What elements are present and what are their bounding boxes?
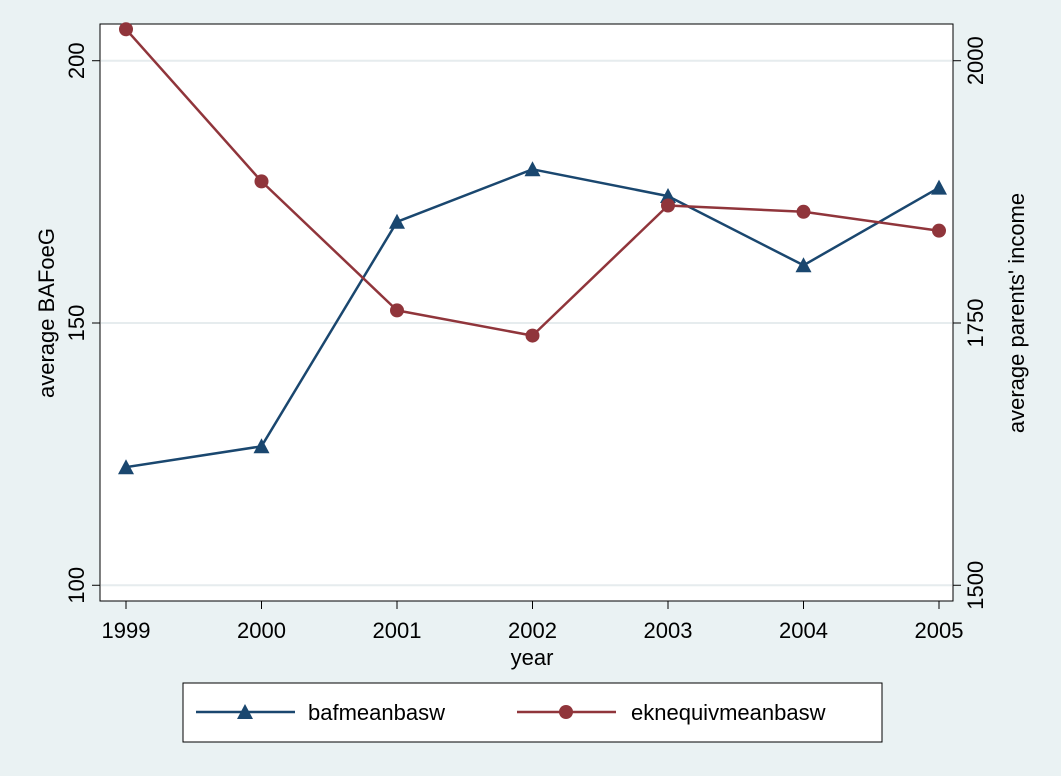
x-axis-title: year <box>511 645 554 670</box>
x-tick-label: 2003 <box>644 618 693 643</box>
axis-layer: 100 150 200 1500 1750 2000 1999 2000 2001 2002 200… <box>64 36 988 643</box>
data-point-eknequivmeanbasw <box>661 198 675 213</box>
series-layer <box>118 22 947 475</box>
x-tick-label: 2002 <box>508 618 557 643</box>
data-point-bafmeanbasw <box>253 438 270 454</box>
data-point-bafmeanbasw <box>795 257 812 273</box>
legend-label-bafmeanbasw: bafmeanbasw <box>308 700 445 725</box>
data-point-bafmeanbasw <box>118 459 134 475</box>
data-point-bafmeanbasw <box>524 161 541 177</box>
legend-marker-triangle-icon <box>237 704 253 719</box>
x-tick-label: 2004 <box>779 618 828 643</box>
x-tick-label: 2005 <box>915 618 964 643</box>
y-right-tick-label: 1500 <box>963 561 988 610</box>
y-axis-right-title: average parents' income <box>1004 193 1029 433</box>
data-point-bafmeanbasw <box>931 179 947 195</box>
data-point-eknequivmeanbasw <box>390 303 404 318</box>
data-point-bafmeanbasw <box>389 213 405 229</box>
x-tick-label: 1999 <box>102 618 151 643</box>
plot-area <box>99 23 954 602</box>
legend-label-eknequivmeanbasw: eknequivmeanbasw <box>631 700 826 725</box>
y-axis-left-title: average BAFoeG <box>34 228 59 398</box>
y-left-tick-label: 150 <box>64 305 89 342</box>
y-right-tick-label: 1750 <box>963 299 988 348</box>
data-point-eknequivmeanbasw <box>525 328 540 343</box>
x-tick-label: 2000 <box>237 618 286 643</box>
data-point-eknequivmeanbasw <box>119 22 133 37</box>
x-tick-label: 2001 <box>373 618 422 643</box>
y-right-tick-label: 2000 <box>963 36 988 85</box>
data-point-bafmeanbasw <box>660 188 676 204</box>
data-point-eknequivmeanbasw <box>254 174 269 189</box>
y-left-tick-label: 100 <box>64 567 89 604</box>
legend-marker-circle-icon <box>559 705 573 719</box>
legend: bafmeanbasw eknequivmeanbasw <box>182 682 883 743</box>
data-point-eknequivmeanbasw <box>932 223 946 238</box>
y-left-tick-label: 200 <box>64 42 89 79</box>
grid-layer <box>101 59 952 587</box>
data-point-eknequivmeanbasw <box>796 204 811 219</box>
